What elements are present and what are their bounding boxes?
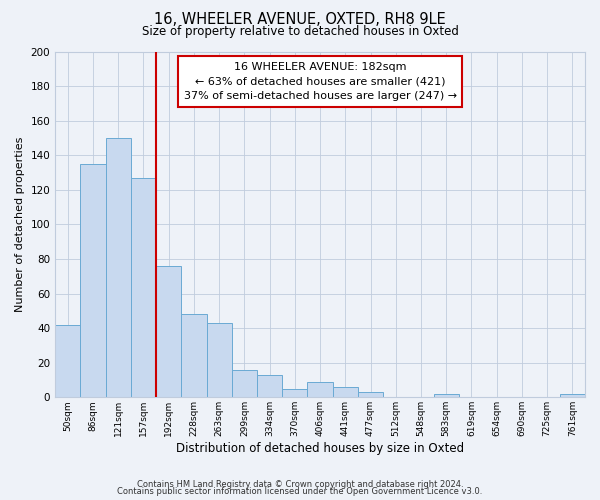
- Bar: [307, 382, 332, 398]
- Text: 16, WHEELER AVENUE, OXTED, RH8 9LE: 16, WHEELER AVENUE, OXTED, RH8 9LE: [154, 12, 446, 28]
- Bar: [257, 375, 282, 398]
- Bar: [181, 314, 206, 398]
- Bar: [560, 394, 585, 398]
- Bar: [332, 387, 358, 398]
- X-axis label: Distribution of detached houses by size in Oxted: Distribution of detached houses by size …: [176, 442, 464, 455]
- Bar: [80, 164, 106, 398]
- Bar: [156, 266, 181, 398]
- Bar: [358, 392, 383, 398]
- Y-axis label: Number of detached properties: Number of detached properties: [15, 136, 25, 312]
- Bar: [106, 138, 131, 398]
- Text: 16 WHEELER AVENUE: 182sqm
← 63% of detached houses are smaller (421)
37% of semi: 16 WHEELER AVENUE: 182sqm ← 63% of detac…: [184, 62, 457, 102]
- Bar: [434, 394, 459, 398]
- Bar: [206, 323, 232, 398]
- Text: Size of property relative to detached houses in Oxted: Size of property relative to detached ho…: [142, 25, 458, 38]
- Bar: [131, 178, 156, 398]
- Text: Contains public sector information licensed under the Open Government Licence v3: Contains public sector information licen…: [118, 488, 482, 496]
- Bar: [282, 388, 307, 398]
- Bar: [232, 370, 257, 398]
- Text: Contains HM Land Registry data © Crown copyright and database right 2024.: Contains HM Land Registry data © Crown c…: [137, 480, 463, 489]
- Bar: [55, 324, 80, 398]
